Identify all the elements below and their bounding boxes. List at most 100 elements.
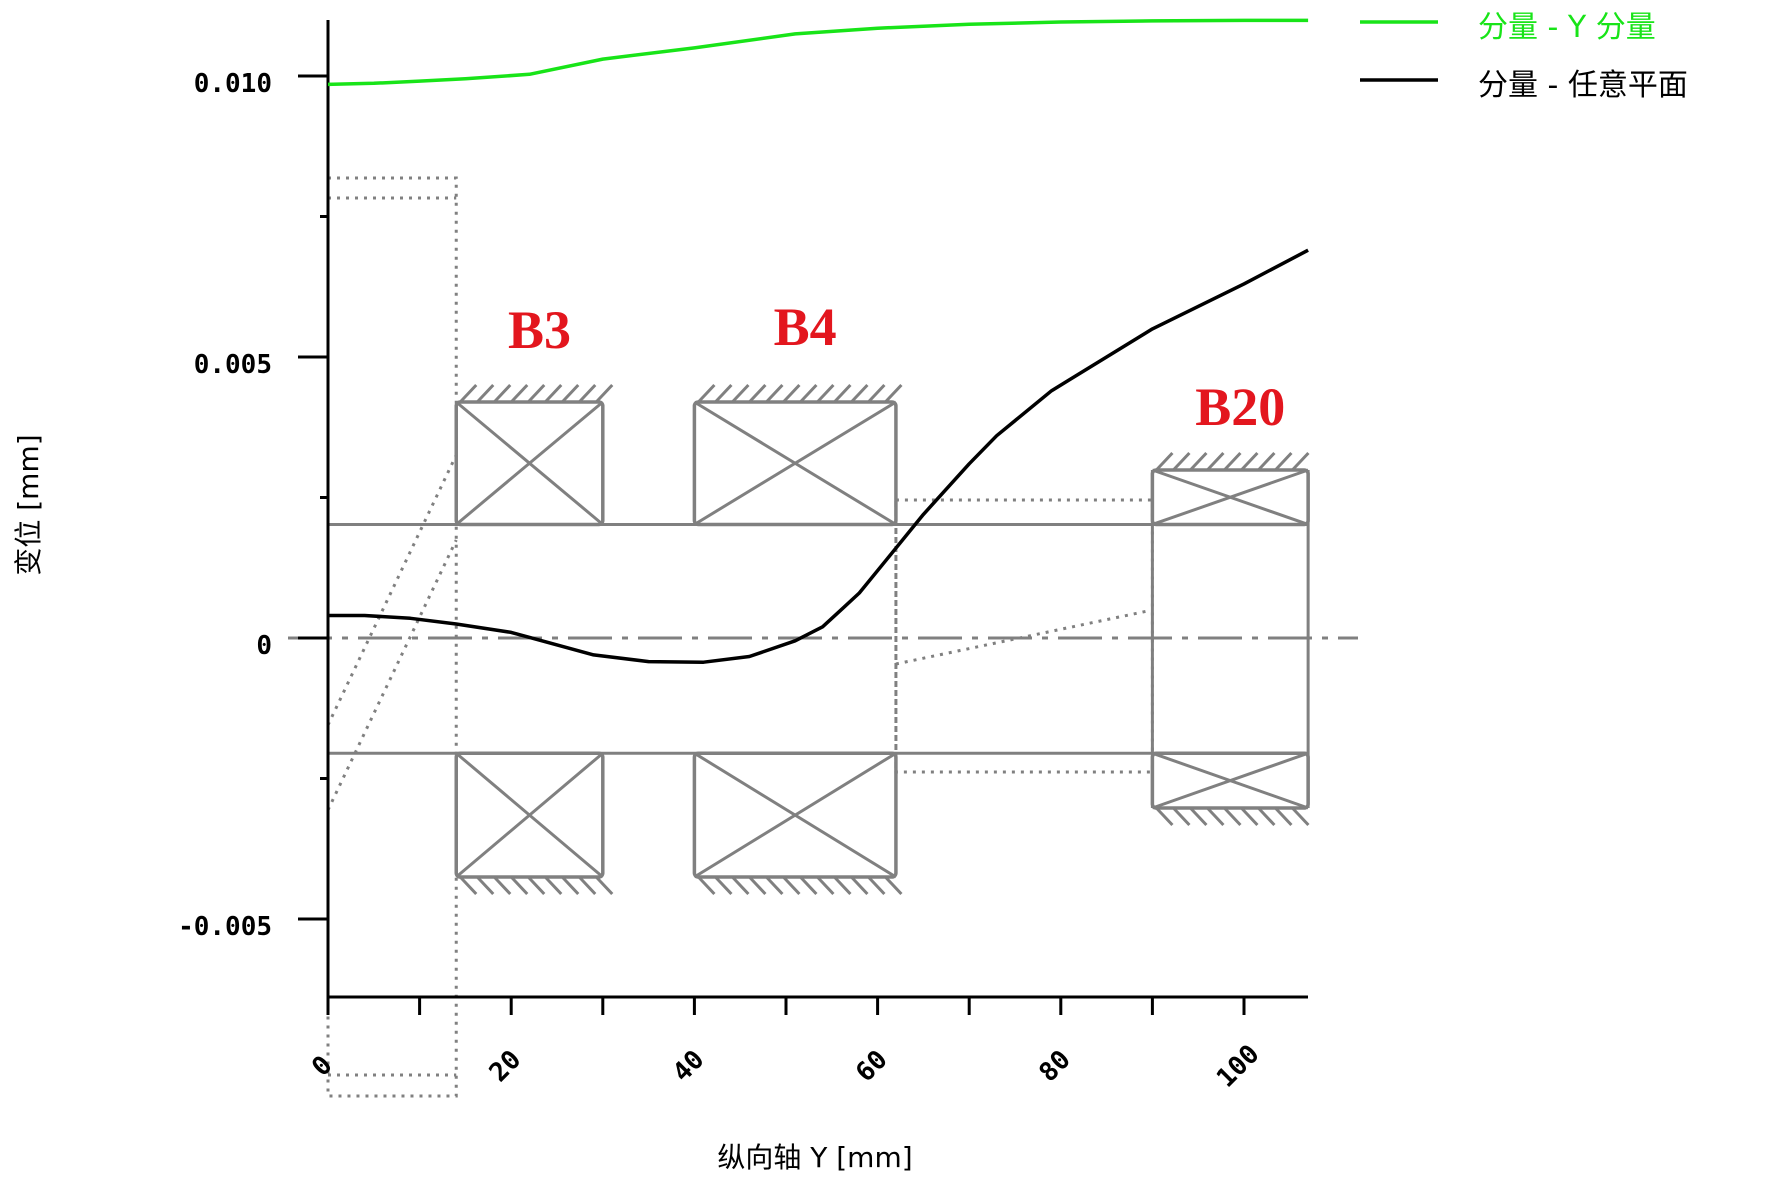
bearing-hatch — [816, 383, 835, 404]
series-group — [327, 18, 1309, 664]
y-tick-label: -0.005 — [178, 912, 272, 942]
bearing-hatch — [1172, 451, 1191, 472]
bearing-hatch — [697, 383, 716, 404]
bearing-hatch — [544, 875, 563, 896]
bearing-hatch — [527, 875, 546, 896]
bearing-hatch — [1291, 451, 1310, 472]
bearing-hatch — [884, 383, 903, 404]
bearing-hatch — [561, 875, 580, 896]
bearing-b3-top — [454, 383, 614, 527]
bearing-hatch — [833, 875, 852, 896]
bearing-hatch — [1223, 806, 1242, 827]
bearing-hatch — [1206, 451, 1225, 472]
x-tick-label: 20 — [484, 1045, 527, 1088]
bearing-hatch — [578, 383, 597, 404]
x-tick-label: 0 — [306, 1050, 338, 1082]
bearing-hatch — [714, 383, 733, 404]
bearing-box — [692, 400, 898, 527]
bearing-cross — [693, 400, 897, 526]
bearing-hatch — [799, 383, 818, 404]
schematic-outline — [326, 539, 458, 811]
bearing-b20-bottom — [1150, 751, 1310, 827]
bearing-label-b3: B3 — [508, 300, 571, 360]
schematic-outline — [894, 498, 1154, 774]
x-tick-label: 60 — [850, 1045, 893, 1088]
bearing-hatch — [816, 875, 835, 896]
bearing-box — [1150, 468, 1310, 527]
series-line-2 — [328, 248, 1309, 664]
bearing-hatch — [850, 875, 869, 896]
legend-label-1: 分量 - Y 分量 — [1478, 10, 1656, 45]
bearing-hatch — [1257, 451, 1276, 472]
bearing-box — [692, 751, 898, 879]
bearing-hatch — [459, 875, 478, 896]
bearing-hatch — [1257, 806, 1276, 827]
bearing-labels: B3 B4 B20 — [508, 297, 1285, 437]
bearing-label-b4: B4 — [774, 297, 837, 357]
shaft-schematic — [288, 176, 1358, 1098]
series-line-1 — [327, 18, 1309, 87]
bearing-hatch — [493, 875, 512, 896]
bearing-cross — [693, 751, 897, 879]
bearing-hatch — [850, 383, 869, 404]
bearing-cross — [455, 400, 604, 526]
axes: 0 20 40 60 80 100 -0.005 0 0.005 0.010 — [178, 20, 1308, 1094]
bearing-cross — [455, 752, 604, 879]
schematic-outline — [895, 608, 1153, 666]
bearing-hatch — [544, 383, 563, 404]
x-tick-label: 40 — [667, 1045, 710, 1088]
bearing-hatch — [714, 875, 733, 896]
bearing-hatch — [765, 875, 784, 896]
bearing-hatch — [1189, 451, 1208, 472]
bearing-hatch — [527, 383, 546, 404]
bearing-hatch — [765, 383, 784, 404]
bearing-b4-bottom — [692, 751, 903, 896]
x-axis-title: 纵向轴 Y [mm] — [717, 1141, 912, 1174]
bearing-hatch — [595, 383, 614, 404]
bearing-hatch — [493, 383, 512, 404]
bearing-hatch — [782, 383, 801, 404]
bearing-hatch — [1155, 451, 1174, 472]
bearing-hatch — [1274, 451, 1293, 472]
y-tick-label: 0.005 — [194, 350, 272, 380]
bearing-hatch — [799, 875, 818, 896]
schematic-outline — [326, 454, 458, 726]
bearing-hatch — [867, 383, 886, 404]
bearing-hatch — [561, 383, 580, 404]
bearing-hatch — [833, 383, 852, 404]
bearing-cross — [1151, 751, 1309, 810]
bearing-label-b20: B20 — [1195, 377, 1285, 437]
bearing-hatch — [1274, 806, 1293, 827]
bearing-hatch — [731, 383, 750, 404]
bearing-b3-bottom — [454, 751, 614, 896]
bearing-hatch — [782, 875, 801, 896]
bearing-hatch — [697, 875, 716, 896]
bearing-hatch — [1240, 451, 1259, 472]
bearing-hatch — [595, 875, 614, 896]
bearing-hatch — [867, 875, 886, 896]
bearing-hatch — [476, 875, 495, 896]
bearing-hatch — [459, 383, 478, 404]
x-tick-label: 80 — [1033, 1045, 1076, 1088]
x-tick-label: 100 — [1211, 1039, 1265, 1093]
bearing-hatch — [731, 875, 750, 896]
bearing-hatch — [1206, 806, 1225, 827]
y-axis-title: 变位 [mm] — [12, 434, 45, 575]
bearing-hatch — [1223, 451, 1242, 472]
bearing-hatch — [1189, 806, 1208, 827]
legend-label-2: 分量 - 任意平面 — [1478, 68, 1688, 103]
bearing-hatch — [578, 875, 597, 896]
bearing-hatch — [1291, 806, 1310, 827]
bearing-hatch — [748, 875, 767, 896]
y-tick-label: 0 — [256, 631, 272, 661]
bearing-b20-top — [1150, 451, 1310, 527]
bearing-box — [1150, 751, 1310, 810]
bearing-hatch — [510, 875, 529, 896]
bearing-hatch — [1240, 806, 1259, 827]
bearing-hatch — [1172, 806, 1191, 827]
bearing-hatch — [884, 875, 903, 896]
bearing-hatch — [510, 383, 529, 404]
bearing-hatch — [476, 383, 495, 404]
